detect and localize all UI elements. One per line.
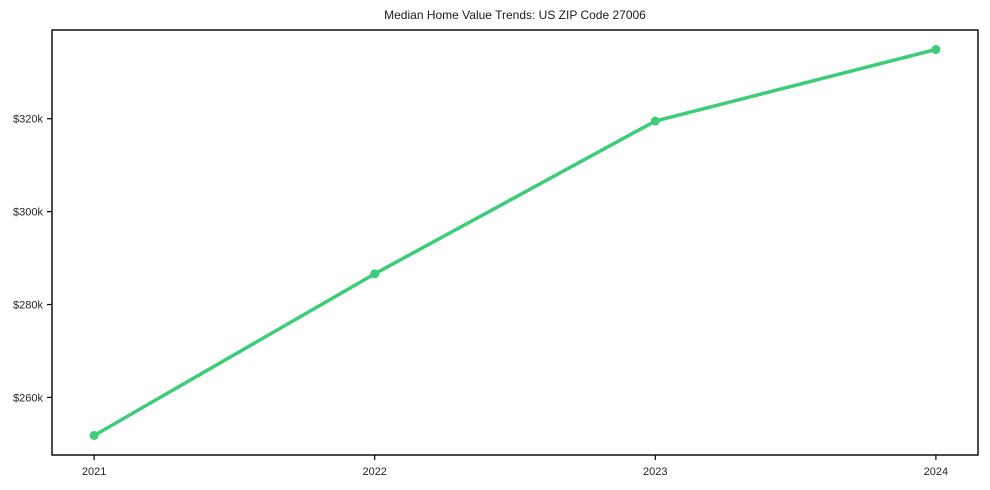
plot-border: [51, 29, 979, 456]
data-point-marker: [931, 45, 941, 55]
x-tick-label: 2023: [643, 466, 667, 478]
x-tick-label: 2022: [362, 466, 386, 478]
y-tick-label: $320k: [13, 114, 43, 126]
data-point-marker: [370, 269, 380, 279]
y-axis: $260k $280k $300k $320k: [13, 114, 52, 404]
chart-title: Median Home Value Trends: US ZIP Code 27…: [384, 8, 646, 22]
data-point-marker: [89, 430, 99, 440]
x-tick-label: 2024: [924, 466, 948, 478]
y-tick-label: $280k: [13, 300, 43, 312]
data-points: [89, 45, 941, 440]
data-point-marker: [650, 116, 660, 126]
trend-line: [92, 47, 938, 438]
y-tick-label: $300k: [13, 207, 43, 219]
y-tick-label: $260k: [13, 392, 43, 404]
x-tick-label: 2021: [82, 466, 106, 478]
x-axis: 2021 2022 2023 2024: [82, 455, 948, 478]
